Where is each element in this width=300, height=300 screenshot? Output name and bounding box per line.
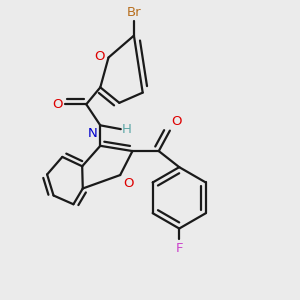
Text: O: O (52, 98, 62, 111)
Text: O: O (94, 50, 105, 63)
Text: O: O (123, 176, 134, 190)
Text: H: H (122, 123, 131, 136)
Text: N: N (88, 127, 98, 140)
Text: O: O (171, 115, 182, 128)
Text: F: F (176, 242, 183, 255)
Text: Br: Br (127, 6, 141, 19)
